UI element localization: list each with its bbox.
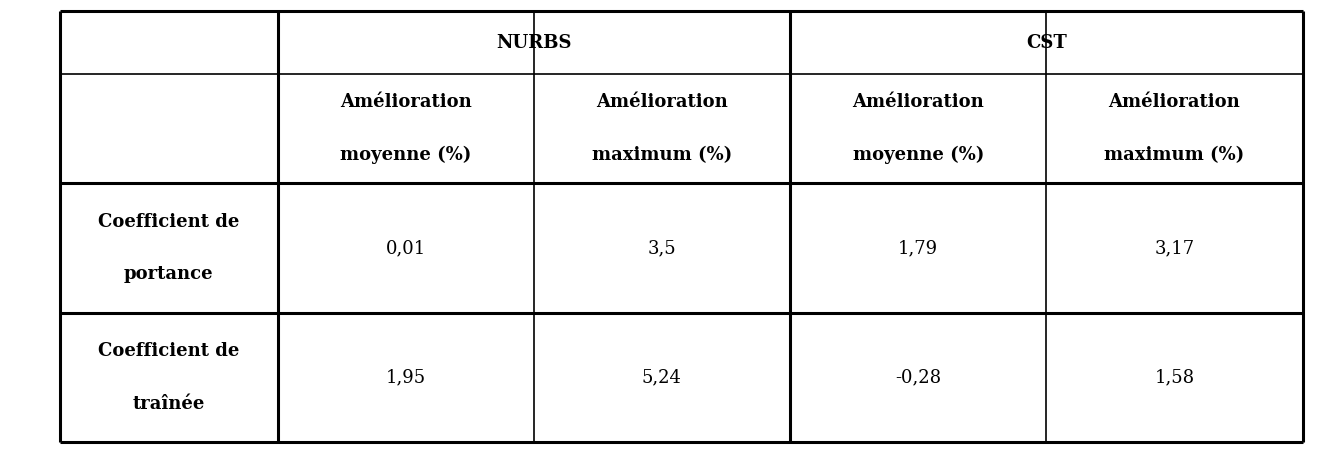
Text: 0,01: 0,01 <box>386 239 426 257</box>
Text: Amélioration

maximum (%): Amélioration maximum (%) <box>592 93 732 164</box>
Text: Coefficient de

traînée: Coefficient de traînée <box>98 342 239 413</box>
Text: Amélioration

moyenne (%): Amélioration moyenne (%) <box>339 93 472 164</box>
Text: 1,79: 1,79 <box>898 239 938 257</box>
Text: -0,28: -0,28 <box>895 368 942 386</box>
Text: 5,24: 5,24 <box>643 368 681 386</box>
Text: CST: CST <box>1026 34 1066 52</box>
Text: 1,95: 1,95 <box>386 368 426 386</box>
Text: 3,5: 3,5 <box>648 239 676 257</box>
Text: Coefficient de

portance: Coefficient de portance <box>98 212 239 284</box>
Text: Amélioration

maximum (%): Amélioration maximum (%) <box>1105 93 1245 164</box>
Text: 3,17: 3,17 <box>1154 239 1194 257</box>
Text: Amélioration

moyenne (%): Amélioration moyenne (%) <box>852 93 985 164</box>
Text: 1,58: 1,58 <box>1154 368 1194 386</box>
Text: NURBS: NURBS <box>496 34 572 52</box>
